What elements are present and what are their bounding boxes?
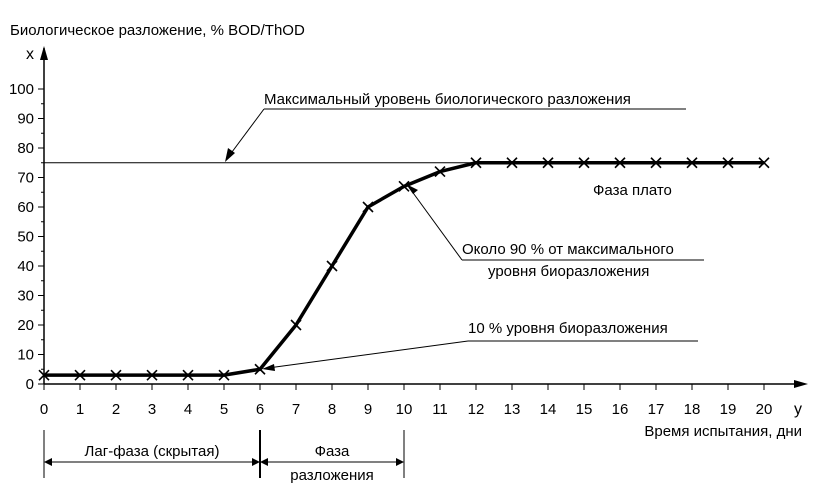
data-point-marker [614,157,626,169]
x-tick-label: 2 [112,401,120,418]
x-tick-label: 1 [76,401,84,418]
data-point-marker [218,369,230,381]
annotation-ten: 10 % уровня биоразложения [262,320,698,371]
annotation-ten-arrowhead [262,364,275,371]
lag-phase-arrowhead-left [44,458,52,466]
x-tick-label: 18 [684,401,701,418]
x-tick-label: 4 [184,401,192,418]
data-point-marker [650,157,662,169]
y-tick-label: 0 [26,376,34,393]
annotation-ninety: Около 90 % от максимального уровня биора… [406,184,704,280]
x-tick-label: 10 [396,401,413,418]
data-point-marker [146,369,158,381]
lag-phase-arrowhead-right [252,458,260,466]
x-tick-label: 19 [720,401,737,418]
data-point-marker [326,260,338,272]
x-tick-label: 13 [504,401,521,418]
decomp-phase-label-line2: разложения [290,467,373,484]
data-point-marker [578,157,590,169]
x-tick-label: 20 [756,401,773,418]
phase-brackets: Лаг-фаза (скрытая) Фаза разложения [43,430,405,484]
data-point-marker [542,157,554,169]
decomp-phase-arrowhead-right [396,458,404,466]
x-tick-label: 15 [576,401,593,418]
annotation-ten-leader [267,340,469,369]
x-tick-label: 9 [364,401,372,418]
annotation-max: Максимальный уровень биологического разл… [225,91,686,162]
y-tick-label: 20 [17,317,34,334]
data-point-marker [290,319,302,331]
data-point-marker [362,201,374,213]
data-point-marker [506,157,518,169]
x-tick-label: 17 [648,401,665,418]
y-tick-label: 80 [17,140,34,157]
data-point-marker [470,157,482,169]
x-tick-label: 5 [220,401,228,418]
x-tick-label: 3 [148,401,156,418]
x-tick-label: 16 [612,401,629,418]
series-markers [38,157,770,381]
x-tick-label: 12 [468,401,485,418]
y-tick-label: 100 [9,81,34,98]
data-point-marker [38,369,50,381]
x-tick-label: 11 [432,401,448,418]
lag-phase-label: Лаг-фаза (скрытая) [85,443,220,460]
y-tick-label: 50 [17,229,34,246]
y-tick-label: 10 [17,347,34,364]
data-point-marker [434,166,446,178]
y-axis-letter: x [26,46,34,63]
data-point-marker [254,363,266,375]
data-point-marker [74,369,86,381]
x-axis-arrow [794,380,808,388]
x-tick-label: 0 [40,401,48,418]
x-axis-letter: y [794,401,802,418]
annotation-max-leader [228,108,265,157]
annotation-plateau: Фаза плато [593,182,672,199]
x-tick-label: 8 [328,401,336,418]
annotation-ninety-leader [410,189,463,261]
data-point-marker [398,180,410,192]
data-point-marker [758,157,770,169]
data-point-marker [722,157,734,169]
x-tick-label: 6 [256,401,264,418]
y-axis-arrow [40,46,48,60]
x-tick-label: 7 [292,401,300,418]
annotation-ninety-arrowhead [406,184,418,194]
decomp-phase-arrowhead-left [260,458,268,466]
annotation-ten-label: 10 % уровня биоразложения [468,320,668,337]
x-tick-label: 14 [540,401,557,418]
decomp-phase-label-line1: Фаза [315,443,350,460]
data-point-marker [110,369,122,381]
annotation-ninety-line1: Около 90 % от максимального [462,241,674,258]
data-point-marker [686,157,698,169]
y-tick-label: 60 [17,199,34,216]
y-tick-label: 90 [17,111,34,128]
annotation-max-label: Максимальный уровень биологического разл… [264,91,631,108]
annotation-ninety-line2: уровня биоразложения [488,263,649,280]
y-tick-label: 30 [17,288,34,305]
data-point-marker [182,369,194,381]
chart-title: Биологическое разложение, % BOD/ThOD [10,22,305,39]
annotation-max-arrowhead [225,148,235,162]
y-tick-label: 40 [17,258,34,275]
x-axis-label: Время испытания, дни [644,423,802,440]
y-tick-label: 70 [17,170,34,187]
